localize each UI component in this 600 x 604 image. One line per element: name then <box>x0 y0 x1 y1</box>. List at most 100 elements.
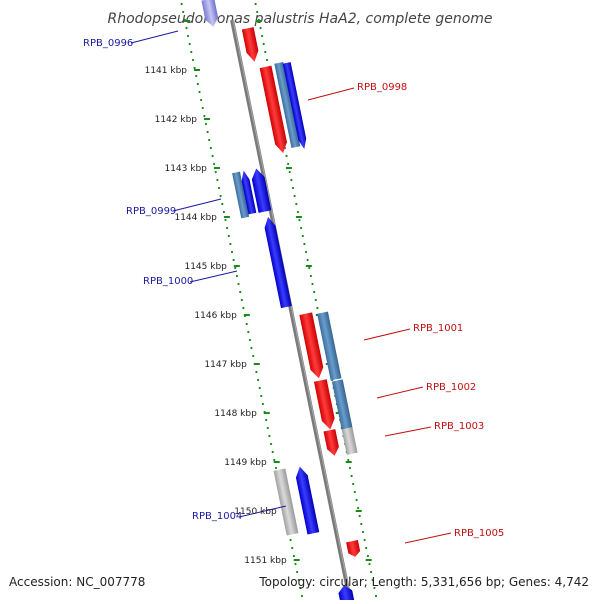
ruler-dot <box>265 58 269 62</box>
ruler-dot <box>262 42 265 46</box>
ruler-dot <box>270 442 273 446</box>
ruler-dot <box>301 234 304 238</box>
gene-label[interactable]: RPB_1003 <box>434 421 484 432</box>
ruler-dot <box>195 74 198 78</box>
gene-arrow <box>264 216 292 309</box>
gene-arrow-shape <box>273 468 299 536</box>
ruler-dot <box>291 546 294 550</box>
ruler-dot <box>227 234 230 238</box>
ruler-dot <box>360 522 363 526</box>
ruler-dot <box>234 266 237 270</box>
ruler-dot <box>254 2 257 6</box>
ruler-dot <box>208 138 211 142</box>
ruler-dot <box>191 58 195 62</box>
ruler-dot <box>230 250 234 254</box>
ruler-dot <box>361 530 365 534</box>
ruler-dot <box>232 258 235 262</box>
ruler-right <box>254 2 379 604</box>
gene-arrow-shape <box>341 427 358 455</box>
ruler-dot <box>219 194 222 198</box>
gene-arrow-shape <box>241 27 259 62</box>
ruler-dot <box>299 586 302 590</box>
gene-label[interactable]: RPB_0998 <box>357 82 407 93</box>
ruler-dot <box>373 586 376 590</box>
ruler-dot <box>358 514 361 518</box>
ruler-dot <box>303 242 306 246</box>
ruler-dot <box>285 154 288 158</box>
gene-arrow <box>274 61 301 149</box>
gene-arrow <box>273 468 299 536</box>
ruler-dot <box>201 106 204 110</box>
ruler-dot <box>237 282 240 286</box>
kbp-tick-label: 1147 kbp <box>204 360 247 370</box>
gene-arrow-shape <box>232 171 250 219</box>
gene-arrow <box>331 379 353 431</box>
gene-label-leader <box>189 270 238 283</box>
ruler-dot <box>266 426 269 430</box>
gene-label[interactable]: RPB_0996 <box>83 38 133 49</box>
gene-arrow <box>201 0 219 27</box>
ruler-dot <box>300 226 303 230</box>
ruler-dot <box>242 306 245 310</box>
gene-label[interactable]: RPB_1002 <box>426 382 476 393</box>
ruler-dot <box>357 506 360 510</box>
ruler-dot <box>316 306 319 310</box>
ruler-dot <box>248 338 251 342</box>
ruler-dot <box>293 194 296 198</box>
ruler-dot <box>352 482 355 486</box>
gene-arrow-shape <box>282 62 307 150</box>
gene-label[interactable]: RPB_1005 <box>454 528 504 539</box>
ruler-dot <box>193 66 196 70</box>
ruler-dot <box>366 554 369 558</box>
gene-arrow <box>313 379 335 430</box>
tick-labels: 1141 kbp 1142 kbp 1143 kbp 1144 kbp 1145 kbp… <box>145 66 287 566</box>
ruler-dot <box>224 218 227 222</box>
ruler-dot <box>198 90 201 94</box>
ruler-dot <box>226 226 229 230</box>
gene-label[interactable]: RPB_1001 <box>413 323 463 334</box>
ruler-dot <box>196 82 199 86</box>
kbp-tick-label: 1146 kbp <box>194 311 237 321</box>
gene-arrow-shape <box>264 216 292 309</box>
gene-arrow <box>341 427 358 455</box>
ruler-dot <box>188 42 191 46</box>
gene-labels: RPB_0996 RPB_0998 RPB_0999 RPB_1000 RPB_1001… <box>83 38 504 539</box>
ruler-dot <box>257 378 260 382</box>
ruler-left <box>180 2 305 604</box>
kbp-tick-label: 1151 kbp <box>244 556 287 566</box>
gene-label-leader <box>363 328 411 341</box>
gene-arrow <box>346 539 361 557</box>
ruler-dot <box>209 146 212 150</box>
ruler-dot <box>300 594 304 598</box>
ruler-dot <box>291 186 295 190</box>
ruler-dot <box>347 458 350 462</box>
ruler-dot <box>288 170 291 174</box>
ruler-dot <box>206 130 209 134</box>
ruler-dot <box>256 10 259 14</box>
ruler-dot <box>235 274 238 278</box>
ruler-dot <box>255 370 258 374</box>
gene-label-leader <box>384 426 432 437</box>
ruler-dot <box>289 538 292 542</box>
ruler-dot <box>374 594 378 598</box>
gene-label[interactable]: RPB_0999 <box>126 206 176 217</box>
ruler-dot <box>190 50 193 54</box>
ruler-dot <box>221 202 224 206</box>
kbp-tick-label: 1143 kbp <box>164 164 207 174</box>
ruler-dot <box>348 466 352 470</box>
gene-label[interactable]: RPB_1000 <box>143 276 193 287</box>
ruler-dot <box>203 114 206 118</box>
ruler-dot <box>314 298 317 302</box>
ruler-dot <box>211 154 214 158</box>
gene-arrow <box>259 65 287 154</box>
kbp-tick-label: 1144 kbp <box>174 213 217 223</box>
kbp-tick-label: 1142 kbp <box>155 115 198 125</box>
map-title: Rhodopseudomonas palustris HaA2, complet… <box>107 11 492 27</box>
ruler-dot <box>260 394 263 398</box>
ruler-dot <box>368 562 371 566</box>
gene-label[interactable]: RPB_1004 <box>192 511 242 522</box>
ruler-dot <box>222 210 225 214</box>
gene-arrow-shape <box>295 466 320 535</box>
ruler-dot <box>306 258 309 262</box>
ruler-dot <box>264 50 267 54</box>
